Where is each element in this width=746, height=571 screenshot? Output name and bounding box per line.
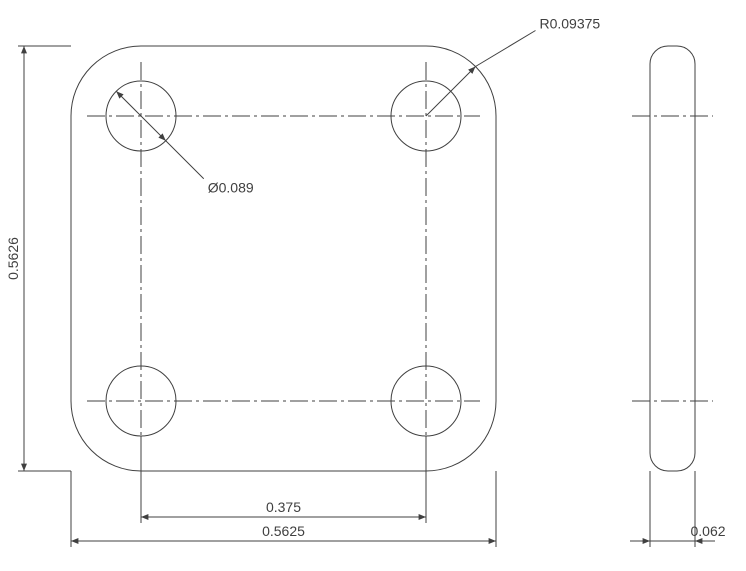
- svg-text:0.062: 0.062: [691, 523, 726, 539]
- svg-text:0.5625: 0.5625: [262, 523, 305, 539]
- svg-text:0.375: 0.375: [266, 499, 301, 515]
- svg-text:0.5626: 0.5626: [5, 237, 21, 280]
- svg-text:Ø0.089: Ø0.089: [208, 180, 254, 196]
- svg-text:R0.09375: R0.09375: [539, 16, 600, 32]
